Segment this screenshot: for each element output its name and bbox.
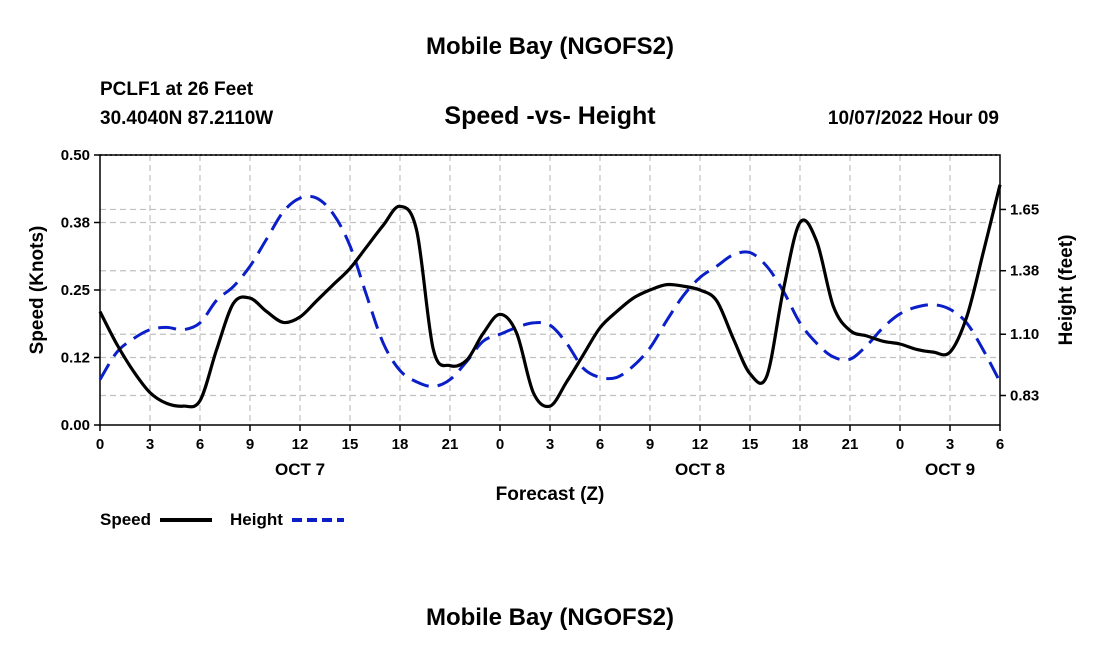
x-tick-label: 0	[896, 436, 904, 453]
x-tick-label: 6	[596, 436, 604, 453]
y-tick-label: 0.00	[61, 417, 90, 434]
station-name: PCLF1 at 26 Feet	[100, 79, 254, 100]
grid	[100, 155, 1000, 425]
x-tick-label: 6	[196, 436, 204, 453]
x-tick-label: 3	[146, 436, 154, 453]
series	[98, 184, 1002, 409]
x-tick-label: 15	[742, 436, 759, 453]
x-tick-label: 21	[442, 436, 459, 453]
chart-subtitle: Speed -vs- Height	[444, 102, 656, 130]
page-title: Mobile Bay (NGOFS2)	[426, 33, 674, 60]
height-series-line	[98, 194, 1002, 388]
x-tick-label: 6	[996, 436, 1004, 453]
y2-tick-label: 1.65	[1010, 201, 1039, 218]
y2-axis-title: Height (feet)	[1056, 235, 1077, 346]
day-label: OCT 7	[275, 460, 325, 479]
y2-tick-label: 1.38	[1010, 263, 1039, 280]
y-tick-label: 0.25	[61, 282, 90, 299]
x-tick-label: 0	[96, 436, 104, 453]
x-tick-label: 21	[842, 436, 859, 453]
x-tick-label: 3	[946, 436, 954, 453]
legend: Speed Height	[100, 510, 344, 529]
day-label: OCT 8	[675, 460, 725, 479]
y-axis-title: Speed (Knots)	[27, 226, 48, 355]
speed-series-line	[98, 184, 1002, 409]
x-tick-label: 12	[292, 436, 309, 453]
x-tick-label: 3	[546, 436, 554, 453]
x-axis-title: Forecast (Z)	[496, 484, 605, 505]
footer-title: Mobile Bay (NGOFS2)	[426, 604, 674, 631]
x-tick-label: 12	[692, 436, 709, 453]
legend-height-label: Height	[230, 510, 283, 529]
y-tick-label: 0.50	[61, 147, 90, 164]
x-tick-label: 15	[342, 436, 359, 453]
station-coords: 30.4040N 87.2110W	[100, 108, 273, 129]
axis-ticks: 0 3 6 9 12 15 18 21 0 3 6 9 12 15 18 21 0 3 6 0.00 0.12 0.25 0…	[61, 147, 1039, 479]
legend-speed-label: Speed	[100, 510, 151, 529]
x-tick-label: 0	[496, 436, 504, 453]
x-tick-label: 18	[792, 436, 809, 453]
y2-tick-label: 0.83	[1010, 388, 1039, 405]
forecast-datetime: 10/07/2022 Hour 09	[828, 108, 999, 129]
x-tick-label: 9	[646, 436, 654, 453]
y-tick-label: 0.38	[61, 215, 90, 232]
x-tick-label: 18	[392, 436, 409, 453]
day-label: OCT 9	[925, 460, 975, 479]
y-tick-label: 0.12	[61, 350, 90, 367]
x-tick-label: 9	[246, 436, 254, 453]
y2-tick-label: 1.10	[1010, 326, 1039, 343]
